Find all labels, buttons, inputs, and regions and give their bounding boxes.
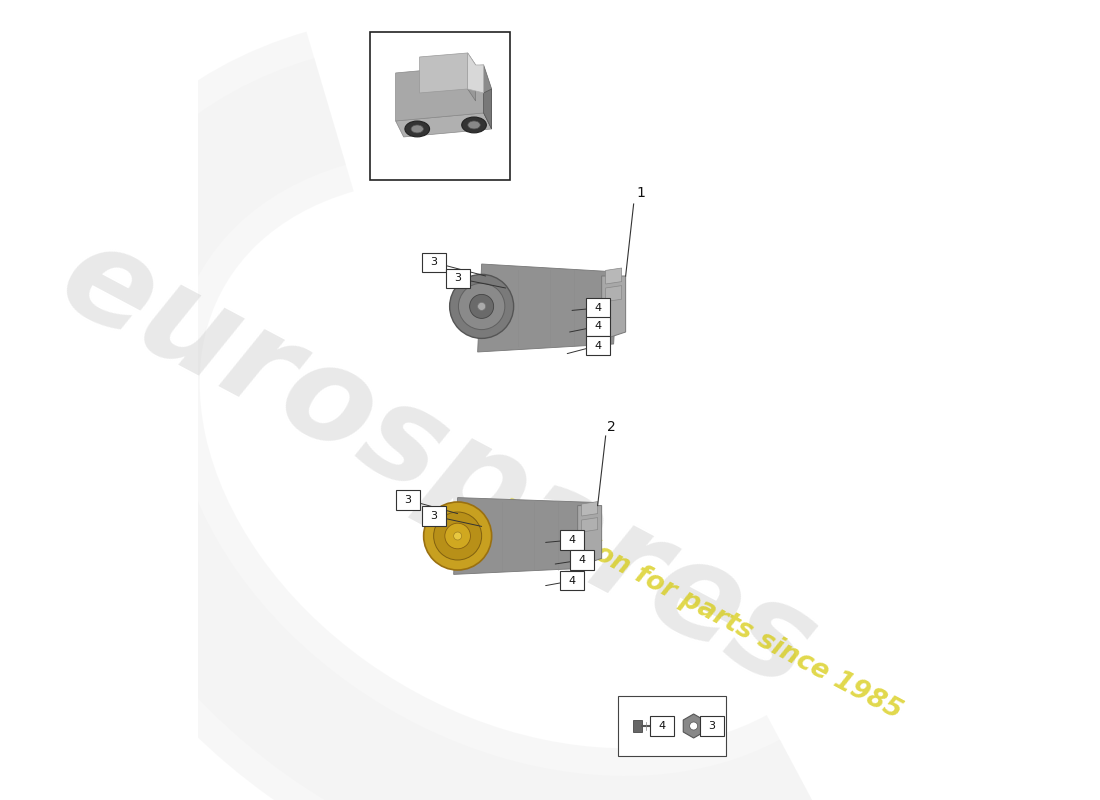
Text: 1: 1 (636, 186, 645, 200)
Polygon shape (419, 53, 468, 93)
Ellipse shape (453, 532, 462, 540)
Polygon shape (484, 65, 492, 129)
Ellipse shape (444, 523, 471, 549)
Polygon shape (602, 276, 626, 340)
Polygon shape (578, 506, 602, 566)
Ellipse shape (424, 502, 492, 570)
Text: 4: 4 (658, 721, 666, 731)
FancyBboxPatch shape (700, 717, 724, 736)
Text: 3: 3 (708, 721, 715, 731)
FancyBboxPatch shape (585, 298, 609, 318)
Bar (370, 32, 509, 180)
Ellipse shape (462, 117, 486, 133)
Bar (617, 696, 726, 756)
Polygon shape (683, 714, 704, 738)
Ellipse shape (459, 283, 505, 330)
Polygon shape (582, 518, 597, 532)
Polygon shape (582, 502, 597, 516)
Text: 4: 4 (594, 341, 602, 350)
Text: 3: 3 (430, 511, 437, 521)
Text: 2: 2 (607, 419, 616, 434)
Text: 4: 4 (594, 303, 602, 313)
Text: 4: 4 (594, 322, 602, 331)
FancyBboxPatch shape (570, 550, 594, 570)
Polygon shape (606, 268, 621, 284)
FancyBboxPatch shape (421, 506, 446, 526)
Polygon shape (396, 113, 492, 137)
Ellipse shape (470, 294, 494, 318)
Polygon shape (468, 53, 484, 93)
Text: a passion for parts since 1985: a passion for parts since 1985 (497, 491, 905, 725)
Ellipse shape (411, 125, 424, 133)
Bar (632, 720, 642, 731)
FancyBboxPatch shape (585, 317, 609, 336)
Ellipse shape (690, 722, 697, 730)
FancyBboxPatch shape (446, 269, 470, 288)
Text: 3: 3 (454, 274, 461, 283)
Polygon shape (453, 498, 594, 574)
FancyBboxPatch shape (585, 336, 609, 355)
Polygon shape (477, 264, 617, 352)
Ellipse shape (468, 121, 481, 129)
FancyBboxPatch shape (396, 490, 420, 510)
FancyBboxPatch shape (421, 253, 446, 272)
Text: 3: 3 (430, 258, 437, 267)
Text: 4: 4 (579, 555, 585, 565)
Text: 3: 3 (405, 495, 411, 505)
Ellipse shape (405, 121, 430, 137)
Ellipse shape (477, 302, 485, 310)
Text: eurospares: eurospares (40, 212, 836, 716)
Polygon shape (484, 89, 492, 129)
Text: 4: 4 (569, 535, 575, 545)
Ellipse shape (433, 512, 482, 560)
Polygon shape (606, 286, 621, 302)
Polygon shape (468, 53, 475, 101)
Text: 4: 4 (569, 576, 575, 586)
Ellipse shape (450, 274, 514, 338)
FancyBboxPatch shape (560, 571, 584, 590)
FancyBboxPatch shape (560, 530, 584, 550)
FancyBboxPatch shape (650, 717, 673, 736)
Polygon shape (396, 65, 484, 121)
